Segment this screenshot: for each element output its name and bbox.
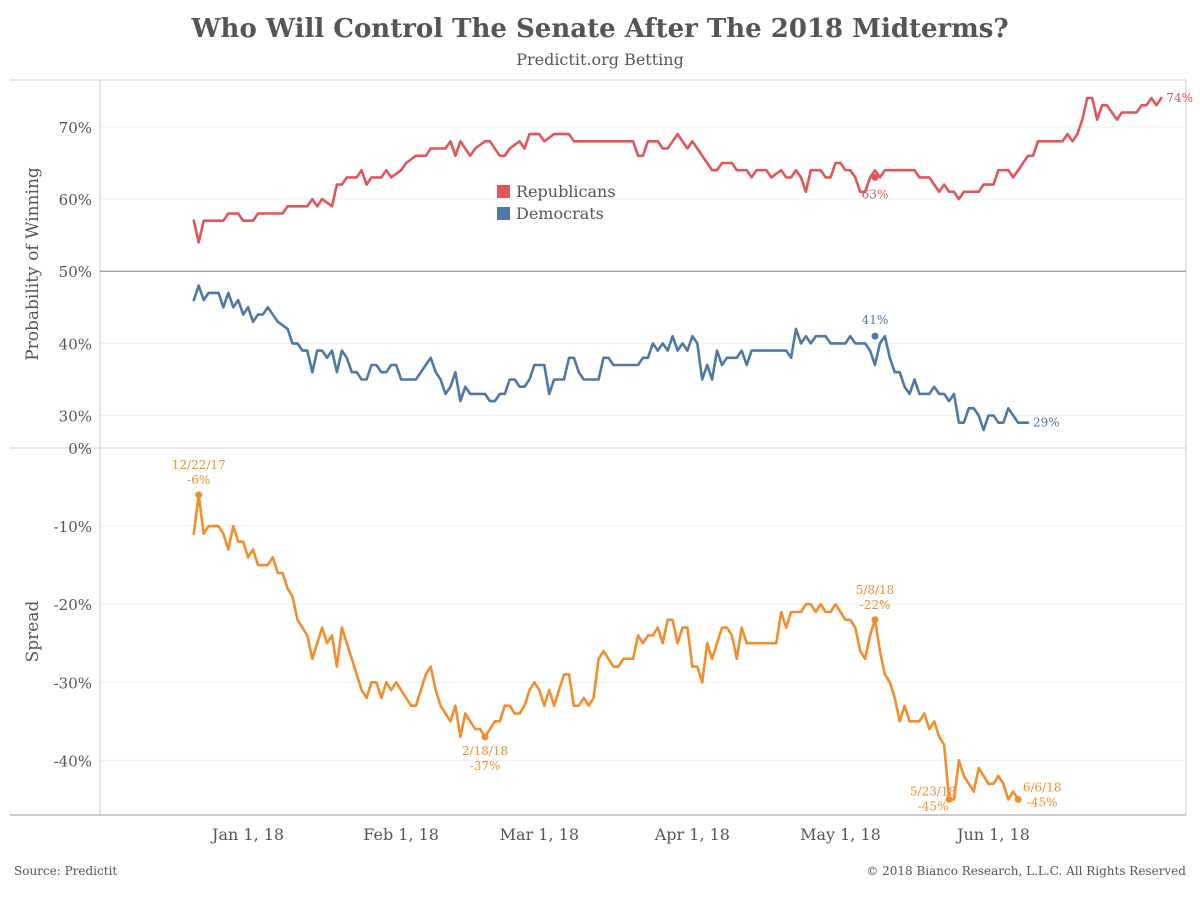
annotation-marker: [195, 491, 203, 499]
label-layer: 30% 40% 50% 60% 70% 0% -10% -20% -30% -40% Jan 1, …: [23, 91, 1193, 844]
copyright-note: © 2018 Bianco Research, L.L.C. All Right…: [866, 864, 1186, 878]
y-tick-label-spread: -20%: [54, 596, 92, 614]
y-tick-label-spread: -40%: [54, 752, 92, 770]
gridlines: [100, 126, 1186, 761]
annotation-label: 41%: [862, 313, 889, 327]
annotation-label: 74%: [1166, 91, 1193, 105]
source-note: Source: Predictit: [14, 864, 118, 878]
y-tick-label-probability: 30%: [59, 408, 92, 426]
annotation-label: 63%: [862, 187, 889, 201]
x-tick-label: Mar 1, 18: [500, 825, 579, 844]
x-tick-label: Feb 1, 18: [363, 825, 439, 844]
series-layer: [192, 96, 1163, 801]
democrats-line: [192, 284, 1030, 432]
annotation-marker: [481, 733, 489, 741]
annotation-marker: [871, 173, 879, 181]
y-axis-label-probability: Probability of Winning: [23, 167, 43, 361]
annotation-label: 12/22/17: [172, 458, 226, 472]
annotation-label: 5/8/18: [856, 583, 895, 597]
annotation-label: -45%: [918, 799, 949, 813]
annotation-label: -37%: [470, 759, 501, 773]
chart-title: Who Will Control The Senate After The 20…: [191, 14, 1009, 44]
annotation-label: -22%: [860, 598, 891, 612]
x-tick-label: Jun 1, 18: [955, 825, 1030, 844]
legend-entry: Republicans: [516, 182, 616, 201]
legend-swatch: [497, 185, 510, 198]
y-tick-label-probability: 70%: [59, 119, 92, 137]
y-tick-label-probability: 60%: [59, 191, 92, 209]
annotation-label: 29%: [1033, 416, 1060, 430]
annotation-marker: [945, 795, 953, 803]
annotation-label: 2/18/18: [462, 744, 508, 758]
y-tick-label-spread: -30%: [54, 674, 92, 692]
chart-frame: [10, 79, 1187, 816]
y-tick-label-spread: -10%: [54, 518, 92, 536]
annotation-label: -45%: [1027, 795, 1058, 809]
x-tick-label: Jan 1, 18: [210, 825, 284, 844]
annotation-label: 6/6/18: [1023, 780, 1062, 794]
republicans-line: [192, 96, 1163, 244]
spread-line: [192, 493, 1020, 801]
legend-swatch: [497, 207, 510, 220]
legend-entry: Democrats: [516, 204, 604, 223]
annotation-marker: [871, 616, 879, 624]
annotation-label: 5/23/18: [910, 784, 956, 798]
chart-subtitle: Predictit.org Betting: [516, 50, 684, 69]
annotation-label: -6%: [187, 473, 210, 487]
annotation-marker: [871, 332, 879, 340]
x-tick-label: Apr 1, 18: [654, 825, 730, 844]
annotation-marker: [1014, 795, 1022, 803]
y-tick-label-probability: 50%: [59, 263, 92, 281]
y-tick-label-probability: 40%: [59, 335, 92, 353]
y-axis-label-spread: Spread: [23, 601, 43, 663]
y-tick-label-spread: 0%: [68, 440, 92, 458]
x-tick-label: May 1, 18: [800, 825, 881, 844]
